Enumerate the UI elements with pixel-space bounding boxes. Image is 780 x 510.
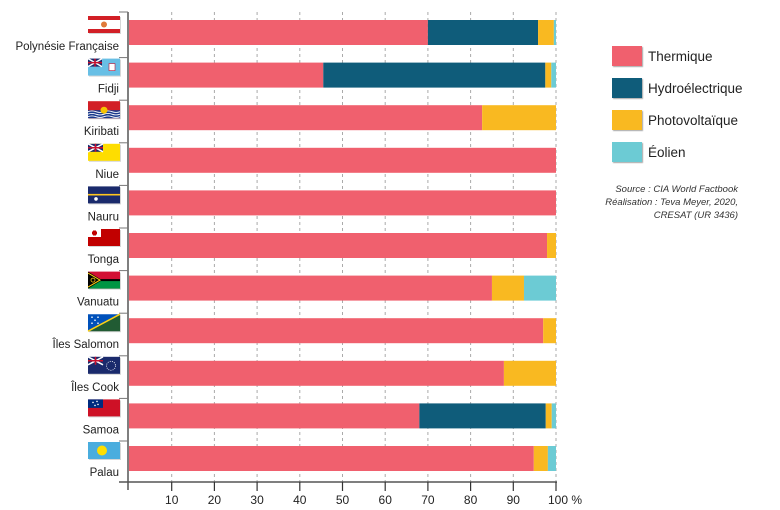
category-labels: Polynésie Française Fidji Kiribati Niue Naur… <box>15 41 119 479</box>
x-tick-label: 20 <box>208 493 222 507</box>
nauru-flag-icon <box>88 186 121 205</box>
legend-label: Photovoltaïque <box>648 112 739 128</box>
bar-segment-thermique <box>129 147 556 173</box>
cook-islands-flag-icon <box>87 356 121 375</box>
vanuatu-flag-icon <box>87 271 121 290</box>
category-label: Tonga <box>88 254 120 266</box>
x-tick-label: 70 <box>421 493 435 507</box>
source-note: Source : CIA World Factbook Réalisation … <box>605 183 738 222</box>
bar-segment-éolien <box>553 20 556 45</box>
legend-swatch-thermique <box>612 46 642 66</box>
bar-segment-hydroélectrique <box>427 20 539 45</box>
bar-segment-photovoltaïque <box>547 233 556 258</box>
niue-flag-icon <box>87 143 121 162</box>
bar-segment-thermique <box>129 190 556 216</box>
category-label: Fidji <box>98 84 119 96</box>
bar-segment-photovoltaïque <box>545 403 552 429</box>
bar-segment-photovoltaïque <box>538 20 554 45</box>
bar-segment-éolien <box>523 275 556 301</box>
legend-swatch-photo <box>612 110 642 130</box>
credit-line: Réalisation : Teva Meyer, 2020, <box>605 197 738 208</box>
legend-swatch-hydro <box>612 78 642 98</box>
x-tick-label: 40 <box>293 493 307 507</box>
bar-segment-thermique <box>129 403 420 429</box>
bars <box>129 20 556 471</box>
x-tick-label: 100 % <box>548 493 582 507</box>
bar-segment-éolien <box>551 62 556 88</box>
legend-item-hydro: Hydroélectrique <box>612 72 743 104</box>
bar-segment-thermique <box>129 233 548 258</box>
legend-label: Éolien <box>648 144 686 160</box>
bar-segment-thermique <box>129 446 534 471</box>
legend-label: Thermique <box>648 48 713 64</box>
legend: Thermique Hydroélectrique Photovoltaïque… <box>612 40 743 168</box>
bar-segment-photovoltaïque <box>545 62 552 88</box>
category-label: Polynésie Française <box>15 41 119 53</box>
palau-flag-icon <box>88 442 121 460</box>
french-polynesia-flag-icon <box>88 16 121 34</box>
bar-segment-photovoltaïque <box>482 105 556 131</box>
legend-item-eolien: Éolien <box>612 136 743 168</box>
tonga-flag-icon <box>88 229 121 247</box>
bar-segment-photovoltaïque <box>503 360 556 386</box>
bar-segment-photovoltaïque <box>543 318 556 344</box>
category-label: Îles Salomon <box>52 338 119 351</box>
legend-item-thermique: Thermique <box>612 40 743 72</box>
legend-swatch-eolien <box>612 142 642 162</box>
x-tick-label: 50 <box>336 493 350 507</box>
bar-segment-thermique <box>129 275 492 301</box>
x-tick-label: 30 <box>250 493 264 507</box>
bar-segment-thermique <box>129 105 483 131</box>
category-label: Vanuatu <box>77 297 119 309</box>
x-tick-label: 10 <box>165 493 179 507</box>
category-label: Niue <box>95 169 119 181</box>
fiji-flag-icon <box>87 57 121 77</box>
x-tick-label: 90 <box>507 493 521 507</box>
category-label: Nauru <box>88 211 119 223</box>
samoa-flag-icon <box>88 399 121 418</box>
bar-segment-photovoltaïque <box>491 275 524 301</box>
axes <box>119 11 557 491</box>
category-label: Îles Cook <box>70 381 119 394</box>
x-tick-label: 60 <box>379 493 393 507</box>
bar-segment-hydroélectrique <box>419 403 546 429</box>
bar-segment-éolien <box>547 446 556 471</box>
category-label: Palau <box>90 467 119 479</box>
bar-segment-thermique <box>129 318 544 344</box>
bar-segment-photovoltaïque <box>533 446 548 471</box>
bar-segment-thermique <box>129 20 428 45</box>
category-label: Kiribati <box>84 126 119 138</box>
credit-line: CRESAT (UR 3436) <box>653 210 738 221</box>
category-label: Samoa <box>83 424 120 436</box>
tick-labels: 10 20 30 40 50 60 70 80 90 100 % <box>165 493 582 507</box>
legend-label: Hydroélectrique <box>648 80 743 96</box>
bar-segment-thermique <box>129 62 324 88</box>
source-line: Source : CIA World Factbook <box>615 184 738 195</box>
solomon-islands-flag-icon <box>87 313 121 333</box>
bar-segment-hydroélectrique <box>323 62 546 88</box>
legend-item-photo: Photovoltaïque <box>612 104 743 136</box>
x-tick-label: 80 <box>464 493 478 507</box>
bar-segment-thermique <box>129 360 504 386</box>
kiribati-flag-icon <box>87 101 121 120</box>
flags <box>87 16 121 460</box>
bar-segment-éolien <box>551 403 556 429</box>
